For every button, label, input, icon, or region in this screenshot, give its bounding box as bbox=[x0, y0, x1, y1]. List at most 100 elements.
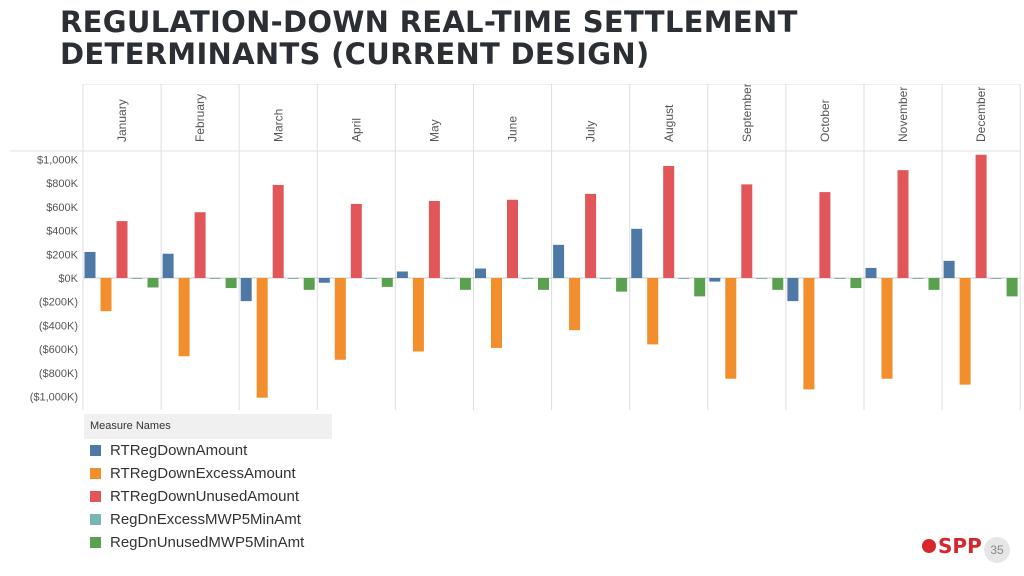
legend-label: RTRegDownExcessAmount bbox=[110, 465, 296, 482]
bar-rtregdownamount bbox=[631, 228, 643, 278]
bar-rtregdownexcessamount bbox=[803, 278, 815, 390]
bar-chart: $1,000K $800K $600K $400K $200K $0K ($200K) ($4… bbox=[10, 84, 1021, 410]
bar-regdnunusedmwp5minamt bbox=[772, 278, 784, 290]
bar-regdnunusedmwp5minamt bbox=[303, 278, 315, 290]
bar-regdnexcessmwp5minamt bbox=[834, 278, 846, 279]
bar-rtregdownunusedamount bbox=[819, 192, 831, 278]
legend-header: Measure Names bbox=[84, 414, 332, 439]
bar-regdnexcessmwp5minamt bbox=[522, 278, 533, 279]
bar-rtregdownunusedamount bbox=[741, 184, 753, 278]
legend-item[interactable]: RegDnExcessMWP5MinAmt bbox=[84, 508, 332, 531]
bar-regdnunusedmwp5minamt bbox=[616, 278, 628, 292]
bar-rtregdownamount bbox=[865, 267, 877, 278]
month-label: May bbox=[427, 119, 441, 142]
page-number: 35 bbox=[984, 537, 1010, 563]
y-tick-label: $200K bbox=[46, 249, 78, 261]
bar-regdnexcessmwp5minamt bbox=[600, 278, 612, 279]
legend-swatch bbox=[90, 537, 101, 548]
month-label: December bbox=[974, 87, 988, 142]
spp-logo-text: SPP bbox=[938, 534, 982, 558]
legend-item[interactable]: RTRegDownAmount bbox=[84, 439, 332, 462]
legend-swatch bbox=[90, 445, 101, 456]
bar-rtregdownexcessamount bbox=[334, 278, 346, 360]
legend-swatch bbox=[90, 491, 101, 502]
bar-regdnexcessmwp5minamt bbox=[443, 278, 455, 279]
bar-rtregdownexcessamount bbox=[178, 278, 190, 357]
bar-regdnexcessmwp5minamt bbox=[990, 278, 1002, 279]
bar-rtregdownamount bbox=[318, 278, 330, 283]
month-label: November bbox=[896, 87, 910, 142]
bar-rtregdownunusedamount bbox=[663, 166, 675, 278]
bar-rtregdownexcessamount bbox=[569, 278, 581, 331]
legend: Measure Names RTRegDownAmount RTRegDownE… bbox=[84, 414, 332, 558]
bar-rtregdownunusedamount bbox=[975, 154, 987, 278]
month-label: June bbox=[506, 116, 520, 142]
bar-regdnunusedmwp5minamt bbox=[459, 278, 471, 290]
bar-regdnunusedmwp5minamt bbox=[147, 278, 159, 288]
y-tick-label: $0K bbox=[58, 273, 78, 285]
legend-swatch bbox=[90, 514, 101, 525]
slide-title: REGULATION-DOWN REAL-TIME SETTLEMENT DET… bbox=[60, 6, 798, 70]
y-tick-label: ($600K) bbox=[39, 344, 78, 356]
bar-regdnexcessmwp5minamt bbox=[678, 278, 690, 279]
bar-rtregdownamount bbox=[475, 268, 486, 278]
bar-regdnunusedmwp5minamt bbox=[538, 278, 549, 290]
bar-rtregdownexcessamount bbox=[881, 278, 893, 379]
legend-label: RTRegDownUnusedAmount bbox=[110, 488, 299, 505]
legend-swatch bbox=[90, 468, 101, 479]
bar-rtregdownunusedamount bbox=[350, 203, 362, 278]
month-label: October bbox=[818, 99, 832, 142]
legend-label: RegDnUnusedMWP5MinAmt bbox=[110, 534, 305, 551]
bar-rtregdownunusedamount bbox=[194, 212, 206, 278]
bar-rtregdownunusedamount bbox=[585, 193, 597, 278]
legend-label: RTRegDownAmount bbox=[110, 442, 248, 459]
bar-rtregdownexcessamount bbox=[491, 278, 502, 348]
y-tick-label: ($800K) bbox=[39, 368, 78, 380]
month-label: February bbox=[193, 94, 207, 142]
y-tick-label: ($1,000K) bbox=[30, 392, 78, 404]
bar-regdnexcessmwp5minamt bbox=[912, 278, 924, 279]
month-label: August bbox=[662, 104, 676, 142]
bar-rtregdownunusedamount bbox=[272, 184, 284, 278]
bar-rtregdownamount bbox=[240, 278, 252, 302]
y-tick-label: $600K bbox=[46, 202, 78, 214]
bar-rtregdownamount bbox=[709, 278, 721, 282]
bar-regdnunusedmwp5minamt bbox=[850, 278, 862, 289]
bar-rtregdownexcessamount bbox=[100, 278, 112, 312]
bar-regdnexcessmwp5minamt bbox=[756, 278, 768, 279]
bar-rtregdownunusedamount bbox=[116, 221, 128, 278]
legend-item[interactable]: RTRegDownExcessAmount bbox=[84, 462, 332, 485]
legend-label: RegDnExcessMWP5MinAmt bbox=[110, 511, 301, 528]
bar-regdnunusedmwp5minamt bbox=[381, 278, 393, 287]
bar-rtregdownexcessamount bbox=[959, 278, 971, 385]
bar-rtregdownamount bbox=[396, 271, 408, 278]
legend-item[interactable]: RegDnUnusedMWP5MinAmt bbox=[84, 531, 332, 554]
bar-rtregdownunusedamount bbox=[897, 170, 909, 278]
bar-regdnunusedmwp5minamt bbox=[928, 278, 940, 290]
bar-rtregdownamount bbox=[162, 253, 174, 278]
bar-rtregdownexcessamount bbox=[725, 278, 737, 379]
y-tick-label: $1,000K bbox=[37, 155, 79, 167]
month-label: January bbox=[115, 99, 129, 142]
month-label: April bbox=[349, 118, 363, 142]
y-tick-label: $800K bbox=[46, 178, 78, 190]
bar-regdnexcessmwp5minamt bbox=[365, 278, 377, 279]
spp-logo: SPP bbox=[922, 534, 982, 558]
slide-title-line1: REGULATION-DOWN REAL-TIME SETTLEMENT bbox=[60, 5, 798, 39]
bar-rtregdownamount bbox=[553, 244, 565, 278]
legend-item[interactable]: RTRegDownUnusedAmount bbox=[84, 485, 332, 508]
bar-rtregdownunusedamount bbox=[507, 199, 518, 278]
bar-rtregdownamount bbox=[787, 278, 799, 302]
bar-regdnunusedmwp5minamt bbox=[1006, 278, 1018, 297]
y-tick-label: ($200K) bbox=[39, 297, 78, 309]
bar-rtregdownunusedamount bbox=[428, 200, 440, 278]
month-label: March bbox=[271, 109, 285, 142]
bar-regdnexcessmwp5minamt bbox=[209, 278, 221, 279]
spp-logo-mark-icon bbox=[922, 539, 936, 553]
month-label: July bbox=[584, 121, 598, 142]
month-label: September bbox=[740, 84, 754, 142]
bar-rtregdownexcessamount bbox=[412, 278, 424, 352]
y-tick-label: $400K bbox=[46, 226, 78, 238]
slide-title-line2: DETERMINANTS (CURRENT DESIGN) bbox=[60, 37, 650, 71]
bar-regdnexcessmwp5minamt bbox=[287, 278, 299, 279]
